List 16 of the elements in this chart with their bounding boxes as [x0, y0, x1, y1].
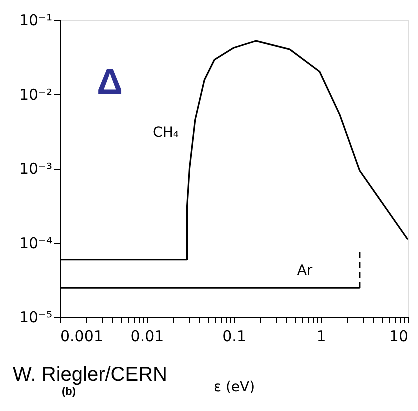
x-tick-label: 0.01 [130, 328, 164, 346]
y-tick-label: 10⁻³ [19, 160, 52, 178]
y-tick-label: 10⁻⁴ [19, 234, 52, 252]
x-tick-label: 10 [389, 328, 408, 346]
y-tick-label: 10⁻² [19, 86, 52, 104]
y-tick-label: 10⁻⁵ [19, 308, 52, 326]
text: W. Riegler/CERN [13, 364, 168, 386]
series-label: CH₄ [153, 125, 180, 141]
y-tick-label: 10⁻¹ [19, 12, 52, 30]
series-label: Ar [297, 263, 313, 279]
annotation: Δ [97, 61, 123, 102]
x-axis-title: ε (eV) [214, 380, 256, 396]
text: (b) [62, 386, 76, 398]
x-tick-label: 1 [316, 328, 326, 346]
x-tick-label: 0.001 [60, 328, 104, 346]
x-tick-label: 0.1 [222, 328, 246, 346]
